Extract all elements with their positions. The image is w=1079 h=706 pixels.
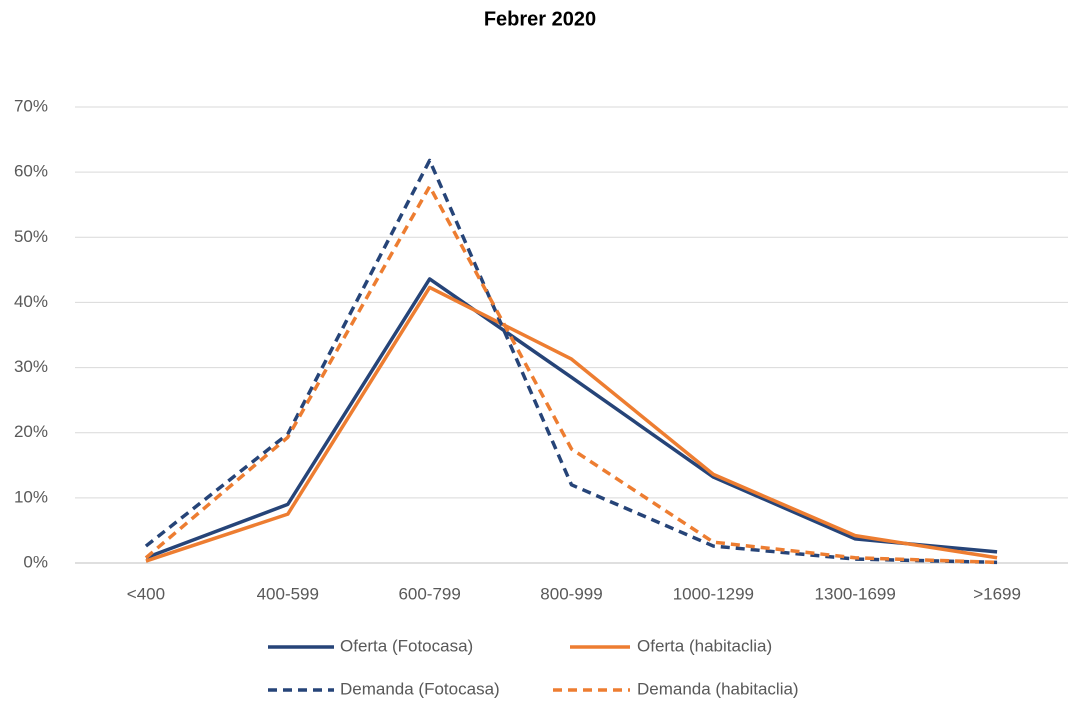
x-tick-label: 1300-1699	[815, 584, 896, 603]
x-tick-label: <400	[127, 584, 165, 603]
legend-label: Demanda (Fotocasa)	[340, 679, 500, 698]
series-line	[145, 277, 998, 560]
legend-label: Demanda (habitaclia)	[637, 679, 799, 698]
series-line	[145, 285, 998, 563]
x-tick-label: 1000-1299	[673, 584, 754, 603]
x-tick-label: 600-799	[398, 584, 460, 603]
y-tick-label: 30%	[14, 357, 48, 376]
x-tick-label: 800-999	[540, 584, 602, 603]
y-tick-label: 70%	[14, 96, 48, 115]
y-tick-label: 10%	[14, 487, 48, 506]
y-tick-label: 60%	[14, 162, 48, 181]
legend-label: Oferta (Fotocasa)	[340, 636, 473, 655]
legend-label: Oferta (habitaclia)	[637, 636, 772, 655]
series-line	[144, 184, 998, 565]
y-tick-label: 0%	[23, 552, 48, 571]
y-tick-label: 50%	[14, 227, 48, 246]
y-tick-label: 40%	[14, 292, 48, 311]
series-line	[144, 158, 998, 565]
y-tick-label: 20%	[14, 422, 48, 441]
chart-title: Febrer 2020	[484, 8, 596, 30]
x-tick-label: >1699	[973, 584, 1021, 603]
x-tick-label: 400-599	[257, 584, 319, 603]
